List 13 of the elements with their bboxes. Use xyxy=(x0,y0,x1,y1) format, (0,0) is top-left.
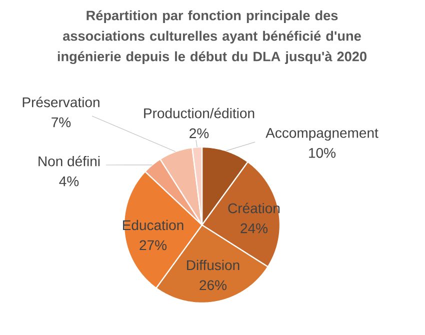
slice-label: Production/édition xyxy=(144,108,254,118)
data-label: 24% xyxy=(240,223,268,234)
slice-label: Préservation xyxy=(22,96,100,108)
data-label: 26% xyxy=(200,280,227,290)
data-label: 27% xyxy=(140,240,167,250)
slice-label: Accompagnement xyxy=(266,128,378,141)
data-label: 2% xyxy=(190,128,209,138)
slice-label: Diffusion xyxy=(187,260,240,270)
data-label: 4% xyxy=(59,176,79,186)
chart-title: Répartition par fonction principale des associations culturelles ayant bénéficié d'une ingénierie depuis le début du DLA jusqu'à 2020 xyxy=(58,10,366,64)
data-label: 7% xyxy=(52,117,71,128)
data-label: 10% xyxy=(309,148,336,158)
slice-label: Non défini xyxy=(38,156,100,166)
